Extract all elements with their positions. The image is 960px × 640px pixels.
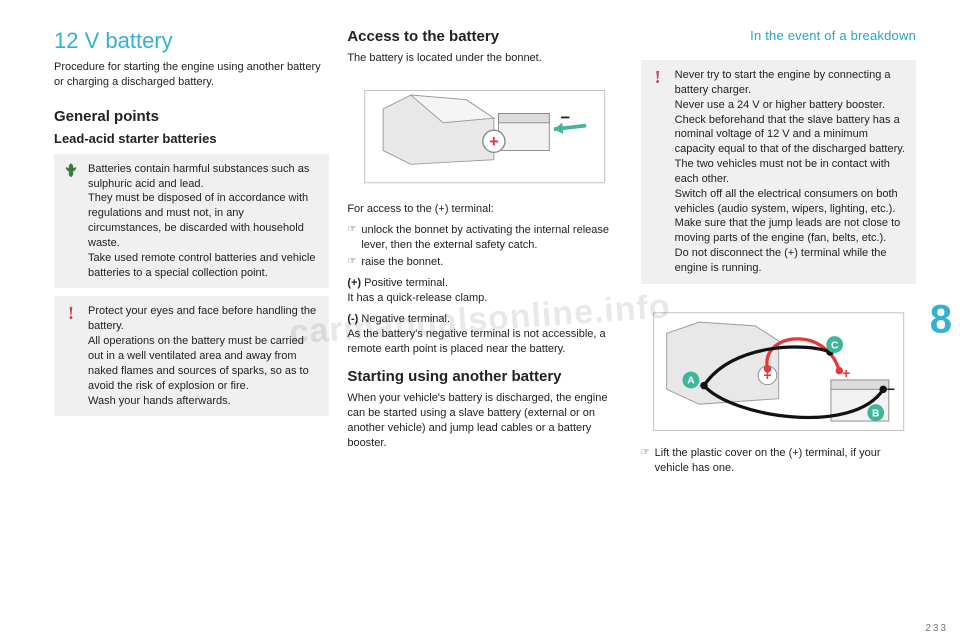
chapter-number: 8 (930, 298, 952, 343)
negative-terminal-para: (-) Negative terminal. As the battery's … (347, 312, 622, 357)
warning-box-1: ! Protect your eyes and face before hand… (54, 296, 329, 416)
minus-earth: As the battery's negative terminal is no… (347, 328, 605, 355)
recycle-icon (62, 162, 80, 180)
plus-label: (+) (347, 277, 361, 289)
page: In the event of a breakdown 12 V battery… (0, 0, 960, 640)
minus-desc: Negative terminal. (358, 313, 450, 325)
access-battery-heading: Access to the battery (347, 28, 622, 45)
plus-clamp: It has a quick-release clamp. (347, 292, 487, 304)
lift-cover-list: Lift the plastic cover on the (+) termin… (641, 446, 916, 476)
access-steps-list: unlock the bonnet by activating the inte… (347, 223, 622, 271)
warning-box-2: ! Never try to start the engine by conne… (641, 60, 916, 284)
eco-box-text: Batteries contain harmful substances suc… (88, 163, 315, 279)
column-2: Access to the battery The battery is loc… (347, 28, 622, 622)
warning-box-2-text: Never try to start the engine by connect… (675, 69, 905, 274)
svg-text:B: B (872, 408, 879, 419)
positive-terminal-para: (+) Positive terminal. It has a quick-re… (347, 276, 622, 306)
general-points-heading: General points (54, 108, 329, 125)
warning-box-1-text: Protect your eyes and face before handli… (88, 305, 316, 406)
column-3: ! Never try to start the engine by conne… (641, 28, 916, 622)
eco-box: Batteries contain harmful substances suc… (54, 154, 329, 289)
intro-text: Procedure for starting the engine using … (54, 60, 329, 90)
starting-another-battery-text: When your vehicle's battery is discharge… (347, 391, 622, 450)
figure-jump-leads: + + − A B C (641, 296, 916, 436)
figure-battery-access: + − (347, 72, 622, 192)
minus-label: (-) (347, 313, 358, 325)
page-title: 12 V battery (54, 28, 329, 54)
lead-acid-heading: Lead-acid starter batteries (54, 131, 329, 146)
svg-text:−: − (887, 381, 895, 397)
svg-text:C: C (831, 340, 839, 351)
access-terminal-intro: For access to the (+) terminal: (347, 202, 622, 217)
lift-cover-step: Lift the plastic cover on the (+) termin… (655, 446, 916, 476)
warning-icon: ! (62, 304, 80, 322)
section-header: In the event of a breakdown (750, 28, 916, 43)
svg-text:+: + (842, 365, 850, 381)
page-number: 233 (925, 623, 948, 634)
access-step-1: unlock the bonnet by activating the inte… (361, 223, 622, 253)
column-1: 12 V battery Procedure for starting the … (54, 28, 329, 622)
plus-desc: Positive terminal. (361, 277, 448, 289)
access-step-2: raise the bonnet. (361, 255, 622, 270)
svg-text:A: A (687, 376, 695, 387)
battery-location-text: The battery is located under the bonnet. (347, 51, 622, 66)
warning-icon: ! (649, 68, 667, 86)
starting-another-battery-heading: Starting using another battery (347, 368, 622, 385)
svg-text:+: + (489, 132, 499, 151)
